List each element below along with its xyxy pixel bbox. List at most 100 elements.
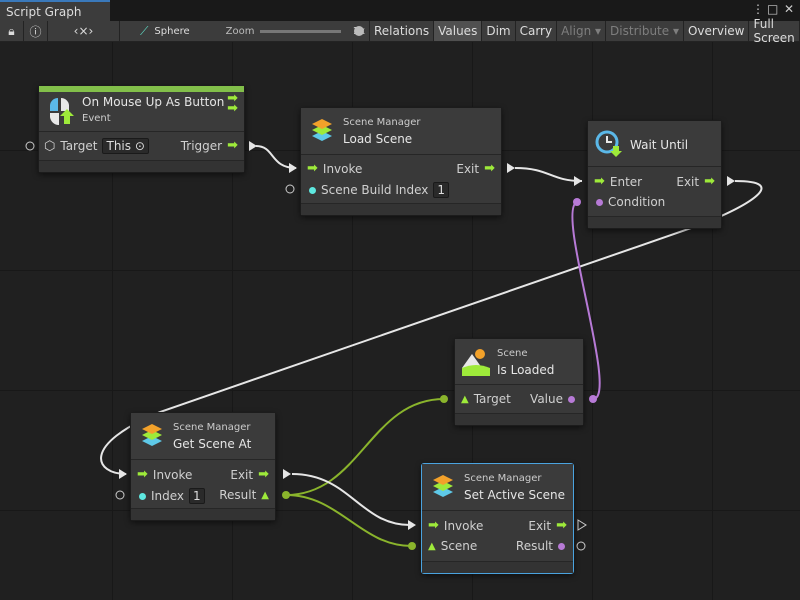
tab-bar: Script Graph ⋮ □ ✕ xyxy=(0,0,800,21)
node-subtitle: Event xyxy=(82,113,111,124)
node-category: Scene xyxy=(497,348,528,359)
target-label: Target xyxy=(473,392,511,406)
enter-arrow-icon: ➡ xyxy=(594,174,605,189)
node-set-active-scene[interactable]: Scene Manager Set Active Scene ➡ Invoke E… xyxy=(421,463,574,574)
scene-label: Scene xyxy=(440,539,478,553)
node-title: On Mouse Up As Button xyxy=(82,95,225,109)
port-is-loaded-target-in xyxy=(440,395,448,403)
target-label: Target xyxy=(60,139,98,153)
cube-icon: ⬡ xyxy=(44,138,56,154)
port-result-out xyxy=(282,491,290,499)
node-category: Scene Manager xyxy=(173,422,251,433)
carry-button[interactable]: Carry xyxy=(516,21,558,41)
mouse-up-icon xyxy=(47,97,75,126)
more-icon[interactable]: ⋮ xyxy=(752,2,764,16)
trigger-arrow-icon: ➡ xyxy=(227,138,238,153)
edge-result-to-scene xyxy=(285,494,413,547)
port-get-invoke-in xyxy=(119,469,127,479)
port-set-invoke-in xyxy=(408,520,416,530)
node-wait-until[interactable]: Wait Until ➡ Enter Exit ➡ Condition xyxy=(587,120,722,229)
lock-icon[interactable]: 🔒︎ xyxy=(0,21,24,41)
enter-label: Enter xyxy=(609,174,643,189)
object-picker-icon[interactable]: ⊙ xyxy=(134,139,145,153)
close-icon[interactable]: ✕ xyxy=(784,2,795,16)
port-invoke-in xyxy=(289,163,297,173)
node-title: Load Scene xyxy=(343,132,413,146)
port-wait-exit-out xyxy=(727,176,735,186)
flow-icon: ➡ ➡ xyxy=(227,91,238,116)
maximize-icon[interactable]: □ xyxy=(767,2,779,16)
port-trigger-out xyxy=(249,141,257,151)
bool-type-icon xyxy=(568,395,575,403)
exit-label: Exit xyxy=(456,161,480,176)
scene-type-icon: ▲ xyxy=(428,540,436,552)
condition-label: Condition xyxy=(608,195,666,209)
node-load-scene[interactable]: Scene Manager Load Scene ➡ Invoke Exit ➡ S… xyxy=(300,107,502,216)
edge-result-to-target xyxy=(285,398,445,496)
port-get-index-in xyxy=(115,490,125,500)
zoom-slider[interactable] xyxy=(260,25,365,36)
port-set-result-out xyxy=(576,541,586,551)
dim-button[interactable]: Dim xyxy=(482,21,516,41)
scene-type-icon: ▲ xyxy=(261,489,269,501)
bool-type-icon xyxy=(596,198,603,206)
scene-manager-icon xyxy=(429,472,457,500)
bool-type-icon xyxy=(558,542,565,550)
int-type-icon xyxy=(139,492,146,500)
port-index-in xyxy=(285,184,295,194)
overview-button[interactable]: Overview xyxy=(684,21,750,41)
values-button[interactable]: Values xyxy=(434,21,483,41)
node-get-scene-at[interactable]: Scene Manager Get Scene At ➡ Invoke Exit ➡… xyxy=(130,412,276,521)
result-label: Result xyxy=(219,488,257,502)
exit-label: Exit xyxy=(230,467,254,482)
node-title: Set Active Scene xyxy=(464,488,566,502)
scene-manager-icon xyxy=(308,116,336,144)
zoom-slider-handle[interactable] xyxy=(354,25,365,36)
edge-wait-until-to-get-scene-at xyxy=(100,180,763,475)
node-title: Get Scene At xyxy=(173,437,252,451)
clock-icon xyxy=(595,130,623,158)
node-category: Scene Manager xyxy=(343,117,421,128)
scene-type-icon: ▲ xyxy=(461,393,469,405)
node-category: Scene Manager xyxy=(464,473,542,484)
embed-icon[interactable]: ‹×› xyxy=(48,21,120,41)
index-label: Index xyxy=(151,489,185,503)
port-scene-in xyxy=(408,542,416,550)
relations-button[interactable]: Relations xyxy=(370,21,435,41)
trigger-label: Trigger xyxy=(180,138,223,153)
node-on-mouse-up-as-button[interactable]: On Mouse Up As Button Event ➡ ➡ ⬡ Target … xyxy=(38,85,245,173)
exit-label: Exit xyxy=(528,518,552,533)
exit-arrow-icon: ➡ xyxy=(704,174,715,189)
target-value: This xyxy=(106,139,132,153)
event-bar xyxy=(39,86,244,92)
distribute-dropdown[interactable]: Distribute ▾ xyxy=(606,21,684,41)
invoke-label: Invoke xyxy=(443,518,484,533)
node-is-loaded[interactable]: Scene Is Loaded ▲ Target Value xyxy=(454,338,584,426)
index-field[interactable]: 1 xyxy=(433,182,450,198)
edge-value-to-condition xyxy=(571,201,601,400)
port-condition-in xyxy=(573,198,581,206)
exit-label: Exit xyxy=(676,174,700,189)
int-type-icon xyxy=(309,186,316,194)
invoke-label: Invoke xyxy=(152,467,193,482)
scene-icon xyxy=(462,348,490,376)
edge-load-scene-to-wait-until xyxy=(514,167,583,182)
target-field[interactable]: This ⊙ xyxy=(102,138,149,154)
toolbar: 🔒︎ ⓘ ‹×› ⟋ Sphere Zoom 1x Relations Valu… xyxy=(0,17,800,45)
port-get-exit-out xyxy=(283,469,291,479)
tab-script-graph[interactable]: Script Graph xyxy=(0,0,110,21)
invoke-arrow-icon: ➡ xyxy=(307,161,318,176)
node-title: Is Loaded xyxy=(497,363,555,377)
port-target-in xyxy=(25,141,35,151)
align-dropdown[interactable]: Align ▾ xyxy=(557,21,607,41)
node-title: Wait Until xyxy=(630,138,689,152)
port-enter-in xyxy=(574,176,582,186)
index-field[interactable]: 1 xyxy=(189,488,205,504)
target-object[interactable]: Sphere xyxy=(154,25,190,37)
info-icon[interactable]: ⓘ xyxy=(24,21,48,41)
exit-arrow-icon: ➡ xyxy=(258,467,269,482)
invoke-label: Invoke xyxy=(322,161,363,176)
port-value-out xyxy=(589,395,597,403)
port-exit-out xyxy=(507,163,515,173)
